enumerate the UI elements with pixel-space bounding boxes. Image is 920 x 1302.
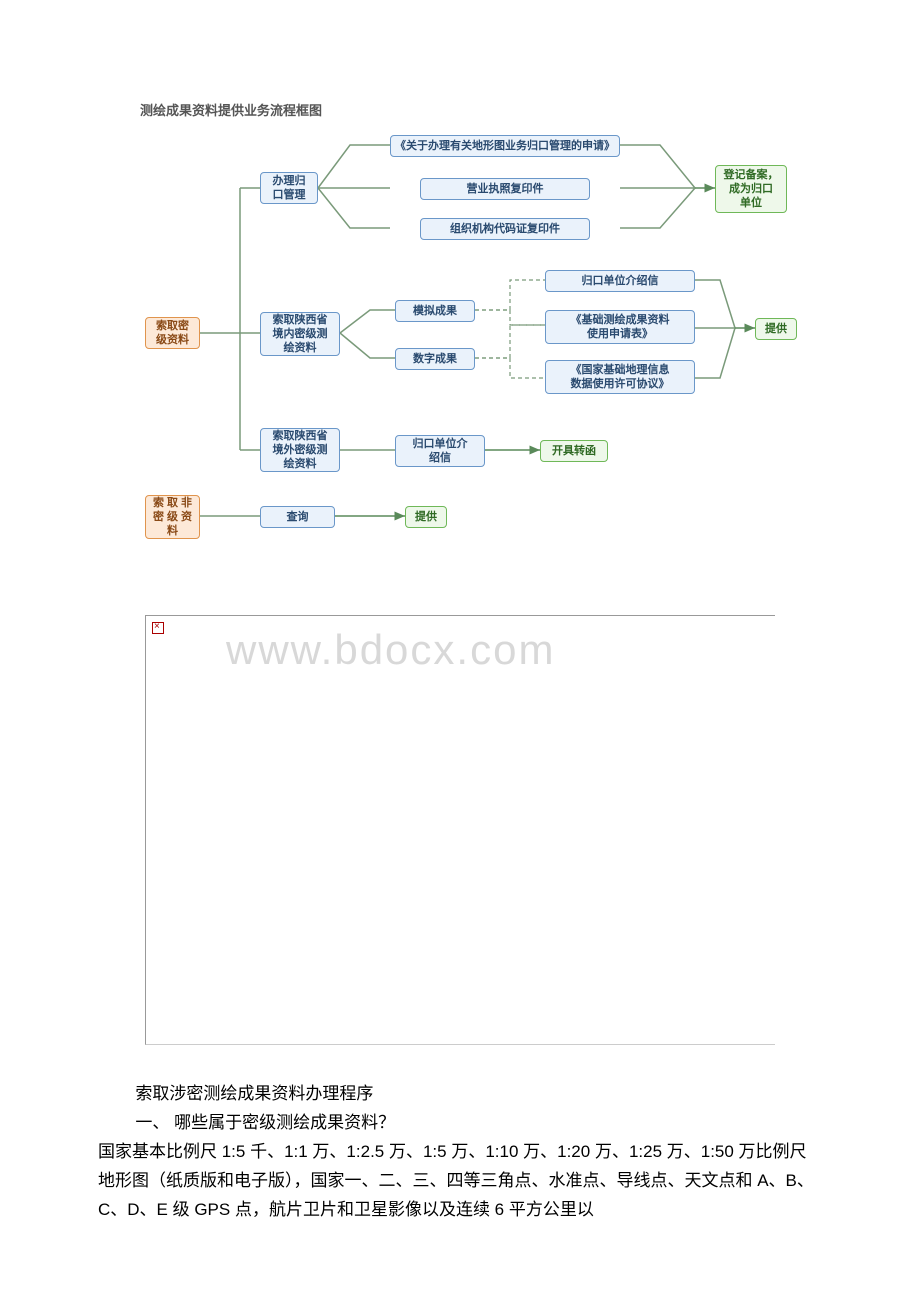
- broken-image-icon: [152, 622, 164, 634]
- node-query: 查询: [260, 506, 335, 528]
- body-line-2: 一、 哪些属于密级测绘成果资料？: [98, 1109, 818, 1138]
- node-provide-2: 提供: [405, 506, 447, 528]
- node-outside-province: 索取陕西省境外密级测绘资料: [260, 428, 340, 472]
- node-register: 登记备案，成为归口单位: [715, 165, 787, 213]
- node-intro-letter: 归口单位介绍信: [545, 270, 695, 292]
- node-request-secret: 索取密级资料: [145, 317, 200, 349]
- node-intro-letter-2: 归口单位介绍信: [395, 435, 485, 467]
- node-digital-result: 数字成果: [395, 348, 475, 370]
- node-analog-result: 模拟成果: [395, 300, 475, 322]
- watermark-text: www.bdocx.com: [226, 626, 555, 674]
- node-transfer-letter: 开具转函: [540, 440, 608, 462]
- node-provide-1: 提供: [755, 318, 797, 340]
- flowchart-title: 测绘成果资料提供业务流程框图: [140, 100, 322, 119]
- node-license-copy: 营业执照复印件: [420, 178, 590, 200]
- node-request-nonsecret: 索 取 非密 级 资料: [145, 495, 200, 539]
- node-guikou-manage: 办理归口管理: [260, 172, 318, 204]
- watermark-box: www.bdocx.com: [145, 615, 775, 1045]
- body-paragraph: 国家基本比例尺 1:5 千、1:1 万、1:2.5 万、1:5 万、1:10 万…: [98, 1142, 814, 1219]
- node-orgcode-copy: 组织机构代码证复印件: [420, 218, 590, 240]
- node-inside-province: 索取陕西省境内密级测绘资料: [260, 312, 340, 356]
- body-line-1: 索取涉密测绘成果资料办理程序: [98, 1080, 818, 1109]
- node-national-license: 《国家基础地理信息数据使用许可协议》: [545, 360, 695, 394]
- body-text: 索取涉密测绘成果资料办理程序 一、 哪些属于密级测绘成果资料？ 国家基本比例尺 …: [98, 1080, 818, 1224]
- node-basic-form: 《基础测绘成果资料使用申请表》: [545, 310, 695, 344]
- node-application: 《关于办理有关地形图业务归口管理的申请》: [390, 135, 620, 157]
- flowchart-container: 测绘成果资料提供业务流程框图: [140, 100, 800, 540]
